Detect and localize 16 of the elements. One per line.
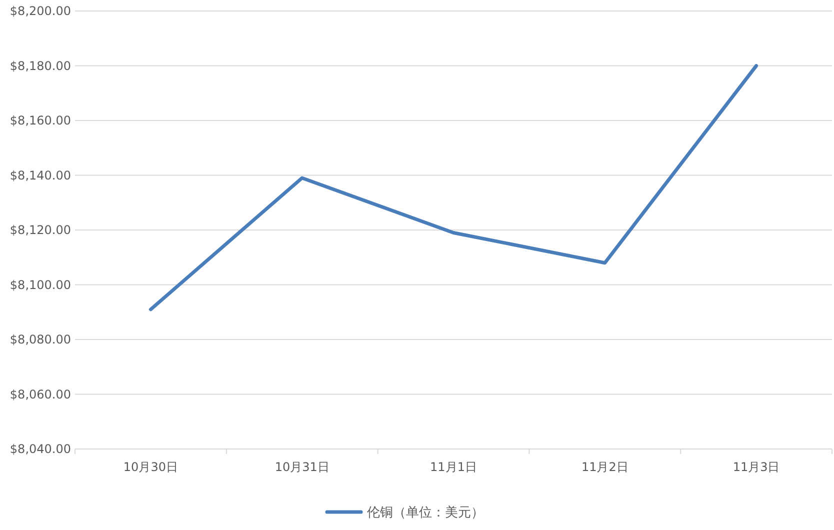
- y-tick-label: $8,180.00: [10, 58, 71, 73]
- x-tick-label: 11月3日: [732, 460, 780, 474]
- y-tick-label: $8,060.00: [10, 387, 71, 402]
- y-tick-label: $8,080.00: [10, 332, 71, 347]
- line-series: [148, 64, 758, 312]
- x-tick-label: 10月31日: [274, 460, 330, 474]
- legend-label: 伦铜（单位：美元）: [367, 504, 484, 521]
- y-tick-label: $8,100.00: [10, 278, 71, 292]
- x-tick-label: 11月2日: [581, 460, 628, 474]
- x-tick-label: 11月1日: [430, 460, 477, 474]
- y-tick-label: $8,160.00: [10, 114, 71, 128]
- y-tick-label: $8,120.00: [10, 223, 71, 238]
- x-tick-label: 10月30日: [123, 460, 178, 474]
- y-tick-label: $8,040.00: [10, 442, 71, 456]
- y-tick-label: $8,200.00: [10, 4, 71, 18]
- y-tick-label: $8,140.00: [10, 168, 71, 182]
